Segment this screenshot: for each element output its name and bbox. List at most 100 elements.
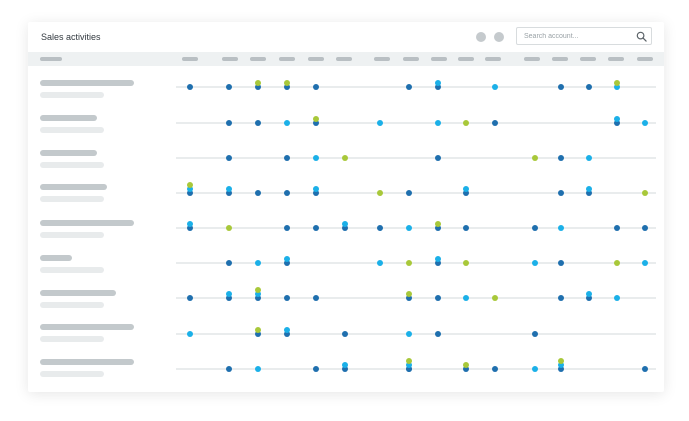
activity-dot[interactable]	[586, 291, 592, 297]
activity-dot[interactable]	[226, 291, 232, 297]
activity-dot[interactable]	[284, 256, 290, 262]
activity-dot[interactable]	[586, 155, 592, 161]
search-box[interactable]	[516, 27, 652, 45]
activity-dot[interactable]	[558, 295, 564, 301]
activity-dot[interactable]	[255, 366, 261, 372]
activity-dot[interactable]	[255, 190, 261, 196]
activity-dot[interactable]	[255, 260, 261, 266]
account-name-placeholder[interactable]	[40, 80, 134, 86]
activity-dot[interactable]	[406, 331, 412, 337]
activity-dot[interactable]	[463, 120, 469, 126]
activity-dot[interactable]	[226, 225, 232, 231]
activity-dot[interactable]	[226, 120, 232, 126]
activity-dot[interactable]	[558, 155, 564, 161]
activity-dot[interactable]	[377, 190, 383, 196]
activity-dot[interactable]	[642, 366, 648, 372]
activity-dot[interactable]	[342, 221, 348, 227]
activity-dot[interactable]	[558, 84, 564, 90]
activity-dot[interactable]	[614, 116, 620, 122]
activity-dot[interactable]	[377, 225, 383, 231]
activity-dot[interactable]	[435, 80, 441, 86]
activity-dot[interactable]	[226, 260, 232, 266]
activity-dot[interactable]	[558, 260, 564, 266]
activity-dot[interactable]	[435, 331, 441, 337]
activity-dot[interactable]	[342, 331, 348, 337]
activity-dot[interactable]	[614, 80, 620, 86]
activity-dot[interactable]	[614, 260, 620, 266]
activity-dot[interactable]	[614, 295, 620, 301]
activity-dot[interactable]	[187, 331, 193, 337]
activity-dot[interactable]	[406, 260, 412, 266]
activity-dot[interactable]	[284, 225, 290, 231]
activity-dot[interactable]	[586, 84, 592, 90]
account-name-placeholder[interactable]	[40, 359, 134, 365]
account-name-placeholder[interactable]	[40, 255, 72, 261]
activity-dot[interactable]	[532, 331, 538, 337]
activity-dot[interactable]	[463, 260, 469, 266]
activity-dot[interactable]	[614, 225, 620, 231]
activity-dot[interactable]	[342, 155, 348, 161]
activity-dot[interactable]	[532, 260, 538, 266]
activity-dot[interactable]	[463, 225, 469, 231]
activity-dot[interactable]	[435, 256, 441, 262]
activity-dot[interactable]	[284, 295, 290, 301]
activity-dot[interactable]	[187, 295, 193, 301]
activity-dot[interactable]	[226, 186, 232, 192]
activity-dot[interactable]	[187, 221, 193, 227]
status-dot-icon[interactable]	[494, 32, 504, 42]
activity-dot[interactable]	[532, 155, 538, 161]
activity-dot[interactable]	[187, 182, 193, 188]
activity-dot[interactable]	[313, 366, 319, 372]
status-dot-icon[interactable]	[476, 32, 486, 42]
activity-dot[interactable]	[284, 190, 290, 196]
activity-dot[interactable]	[532, 366, 538, 372]
activity-dot[interactable]	[255, 120, 261, 126]
activity-dot[interactable]	[463, 295, 469, 301]
activity-dot[interactable]	[406, 358, 412, 364]
activity-dot[interactable]	[642, 190, 648, 196]
account-name-placeholder[interactable]	[40, 290, 116, 296]
activity-dot[interactable]	[377, 120, 383, 126]
activity-dot[interactable]	[463, 362, 469, 368]
activity-dot[interactable]	[463, 186, 469, 192]
activity-dot[interactable]	[642, 260, 648, 266]
activity-dot[interactable]	[435, 221, 441, 227]
activity-dot[interactable]	[406, 225, 412, 231]
activity-dot[interactable]	[492, 120, 498, 126]
activity-dot[interactable]	[255, 80, 261, 86]
activity-dot[interactable]	[558, 190, 564, 196]
activity-dot[interactable]	[492, 366, 498, 372]
activity-dot[interactable]	[642, 225, 648, 231]
activity-dot[interactable]	[313, 186, 319, 192]
activity-dot[interactable]	[226, 155, 232, 161]
activity-dot[interactable]	[406, 190, 412, 196]
activity-dot[interactable]	[284, 155, 290, 161]
account-name-placeholder[interactable]	[40, 184, 107, 190]
activity-dot[interactable]	[313, 225, 319, 231]
activity-dot[interactable]	[313, 84, 319, 90]
activity-dot[interactable]	[532, 225, 538, 231]
activity-dot[interactable]	[492, 295, 498, 301]
activity-dot[interactable]	[492, 84, 498, 90]
activity-dot[interactable]	[284, 80, 290, 86]
activity-dot[interactable]	[187, 84, 193, 90]
activity-dot[interactable]	[586, 186, 592, 192]
activity-dot[interactable]	[435, 155, 441, 161]
account-name-placeholder[interactable]	[40, 220, 134, 226]
activity-dot[interactable]	[284, 327, 290, 333]
account-name-placeholder[interactable]	[40, 115, 97, 121]
activity-dot[interactable]	[558, 225, 564, 231]
activity-dot[interactable]	[642, 120, 648, 126]
activity-dot[interactable]	[255, 287, 261, 293]
activity-dot[interactable]	[313, 295, 319, 301]
search-input[interactable]	[517, 28, 634, 44]
search-icon[interactable]	[636, 31, 647, 42]
activity-dot[interactable]	[313, 155, 319, 161]
activity-dot[interactable]	[435, 295, 441, 301]
activity-dot[interactable]	[435, 120, 441, 126]
activity-dot[interactable]	[255, 327, 261, 333]
activity-dot[interactable]	[406, 291, 412, 297]
activity-dot[interactable]	[226, 84, 232, 90]
activity-dot[interactable]	[226, 366, 232, 372]
activity-dot[interactable]	[342, 362, 348, 368]
